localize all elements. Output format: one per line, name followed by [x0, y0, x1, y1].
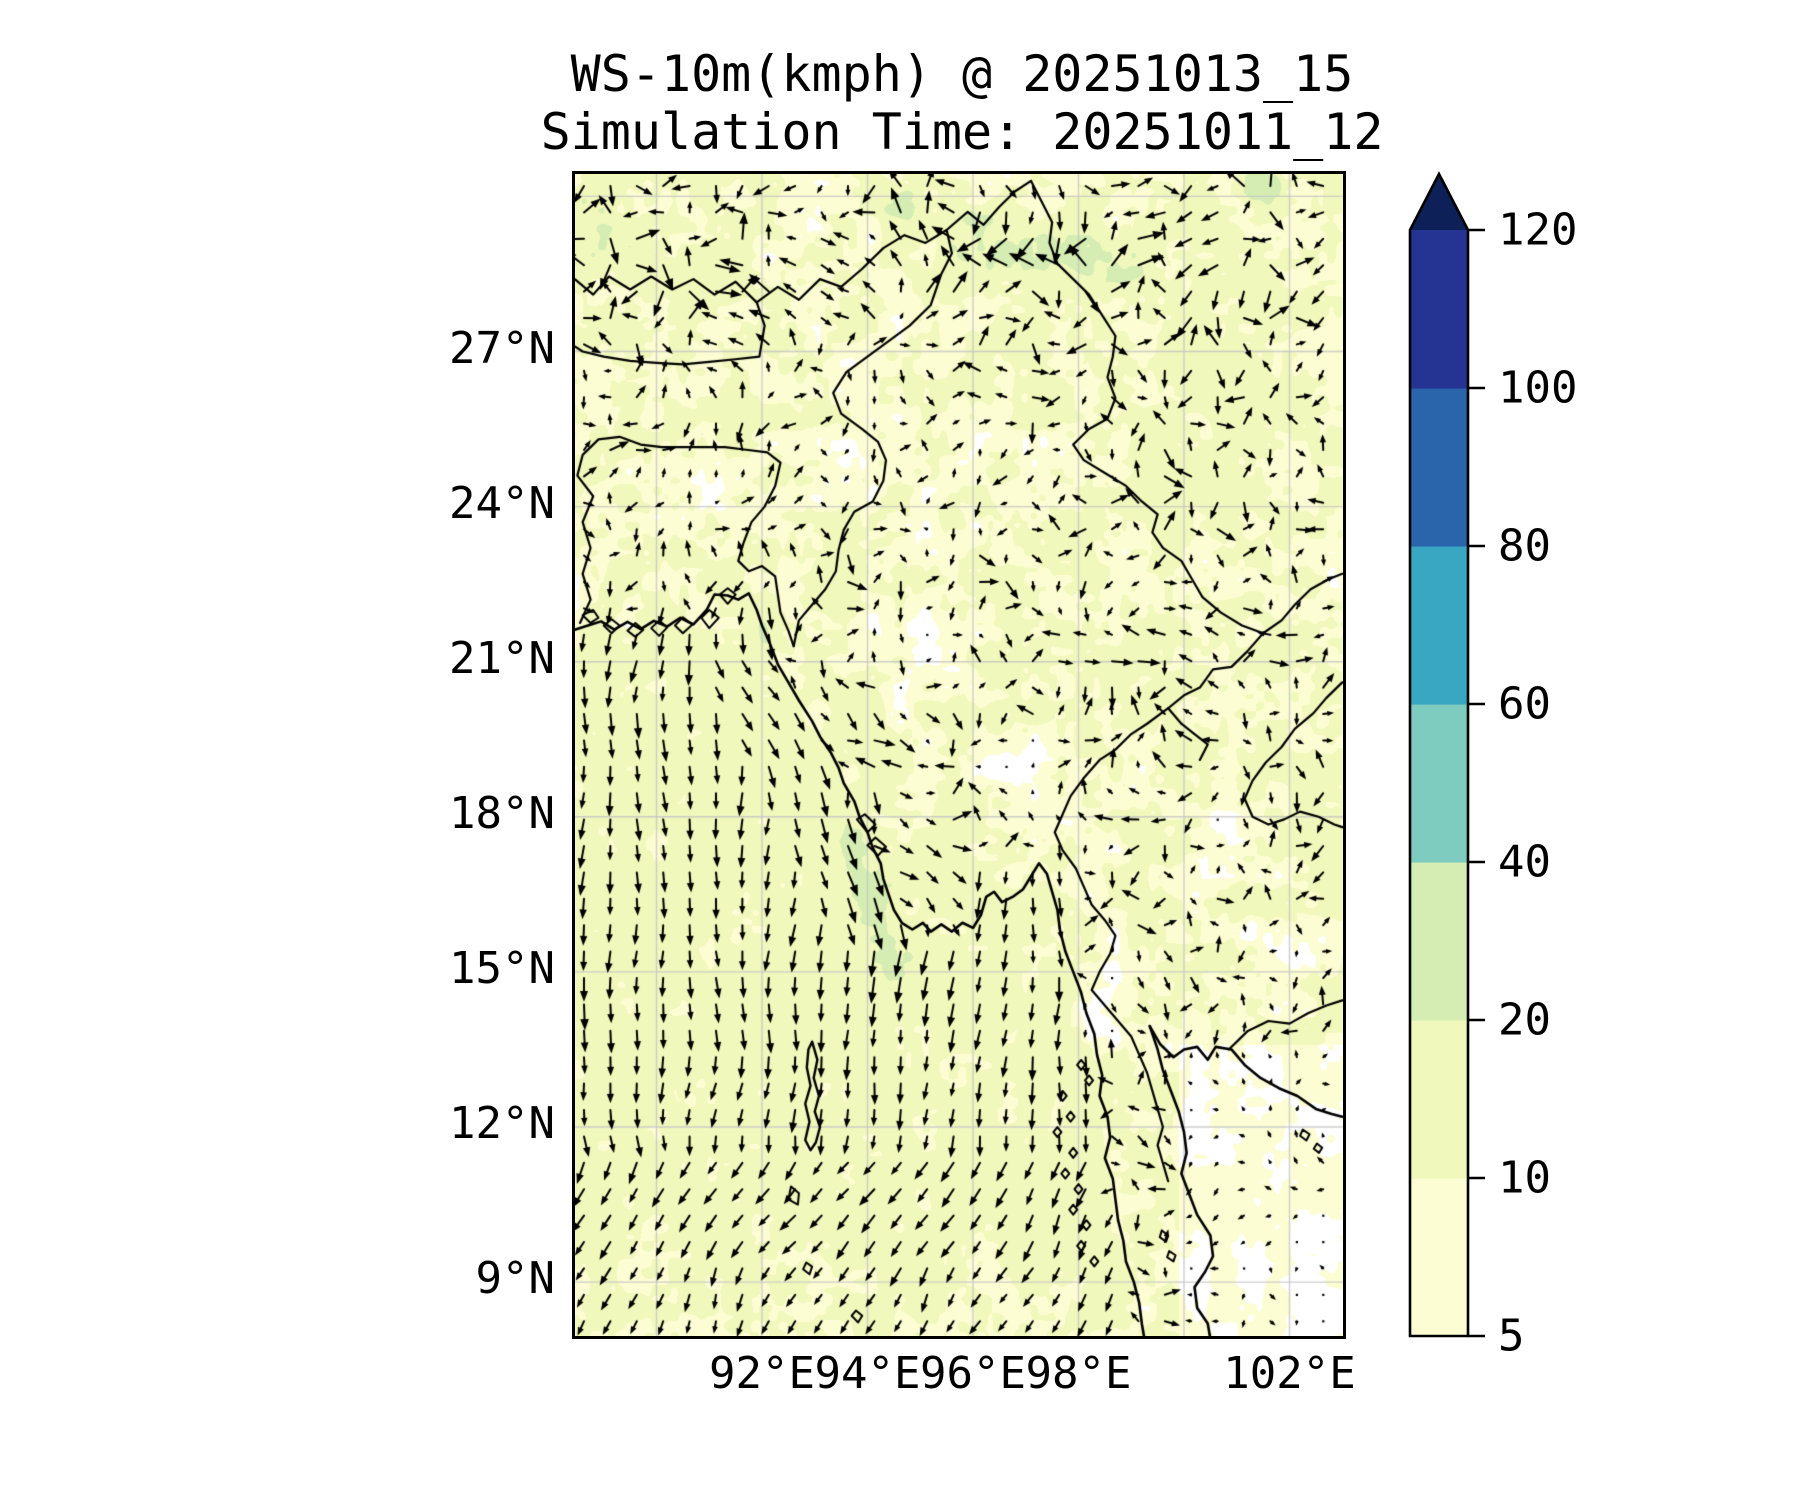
- colorbar-tick-label: 20: [1498, 995, 1551, 1046]
- colorbar-tick-label: 100: [1498, 363, 1577, 414]
- y-tick-label: 15°N: [449, 942, 555, 994]
- colorbar-tick-label: 5: [1498, 1311, 1525, 1362]
- colorbar-bin: [1410, 546, 1468, 705]
- y-tick-label: 18°N: [449, 787, 555, 839]
- colorbar-bin: [1410, 230, 1468, 389]
- colorbar-bin: [1410, 1020, 1468, 1179]
- map-axes-frame: [572, 171, 1346, 1339]
- colorbar-extend-triangle: [1410, 174, 1468, 230]
- colorbar-bin: [1410, 862, 1468, 1021]
- y-tick-label: 24°N: [449, 477, 555, 529]
- x-tick-label: 98°E: [1025, 1348, 1132, 1399]
- colorbar-bin: [1410, 1178, 1468, 1337]
- colorbar-tick-label: 120: [1498, 205, 1577, 256]
- x-tick-label: 92°E: [709, 1348, 815, 1399]
- wind-map-canvas: [575, 174, 1343, 1336]
- colorbar-outline: [1408, 171, 1470, 1338]
- x-tick-label: 94°E: [814, 1348, 921, 1399]
- x-tick-label: 102°E: [1223, 1348, 1356, 1399]
- colorbar-tick-label: 40: [1498, 837, 1551, 888]
- y-tick-label: 12°N: [449, 1098, 555, 1149]
- colorbar-tick-label: 80: [1498, 521, 1551, 572]
- x-tick-label: 96°E: [920, 1348, 1026, 1399]
- y-tick-label: 21°N: [449, 632, 555, 684]
- page-title: WS-10m(kmph) @ 20251013_15: [570, 45, 1354, 103]
- colorbar-bin: [1410, 388, 1468, 547]
- y-tick-label: 9°N: [475, 1253, 555, 1305]
- colorbar-tick-label: 60: [1498, 679, 1551, 730]
- colorbar: 5 10 20 40 60 80 100 120: [1408, 171, 1577, 1362]
- colorbar-tick-label: 10: [1498, 1153, 1551, 1204]
- y-tick-label: 27°N: [449, 322, 555, 374]
- page-subtitle: Simulation Time: 20251011_12: [540, 103, 1384, 161]
- colorbar-bin: [1410, 704, 1468, 863]
